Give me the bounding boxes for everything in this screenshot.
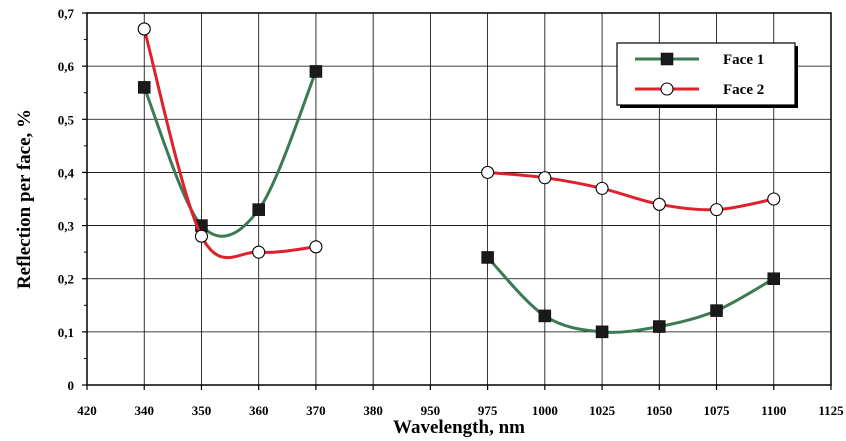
legend: Face 1 Face 2 — [616, 42, 798, 108]
marker-face-2 — [767, 192, 781, 206]
marker-face-2 — [252, 245, 266, 259]
legend-item-face-2: Face 2 — [635, 82, 764, 98]
x-tick-label: 975 — [478, 403, 498, 418]
y-axis-title: Reflection per face, % — [14, 109, 35, 289]
x-tick-label: 1125 — [818, 403, 844, 418]
x-tick-label: 340 — [134, 403, 154, 418]
series-line-face-1 — [486, 256, 775, 334]
marker-face-1 — [653, 320, 666, 333]
x-tick-label: 950 — [421, 403, 441, 418]
y-tick-label: 0 — [68, 378, 75, 393]
y-tick-label: 0,1 — [58, 325, 74, 340]
marker-face-2 — [709, 203, 724, 217]
y-axis-ticks: 0 0,1 0,2 0,3 0,4 0,5 0,6 0,7 — [58, 6, 87, 393]
x-tick-label: 380 — [363, 403, 383, 418]
y-tick-label: 0,2 — [58, 272, 74, 287]
x-tick-label: 420 — [77, 403, 97, 418]
marker-face-1 — [137, 81, 151, 94]
x-tick-label: 1075 — [704, 403, 731, 418]
series-face-2 — [137, 22, 781, 259]
x-tick-label: 1000 — [532, 403, 558, 418]
x-tick-label: 360 — [249, 403, 269, 418]
marker-face-1 — [252, 203, 265, 216]
x-tick-label: 1100 — [761, 403, 786, 418]
legend-box — [616, 42, 796, 106]
x-tick-label: 350 — [192, 403, 212, 418]
y-tick-label: 0,5 — [58, 112, 75, 127]
y-tick-label: 0,4 — [58, 165, 75, 180]
marker-face-2 — [660, 82, 674, 96]
series-line-face-2 — [487, 170, 775, 212]
marker-face-1 — [538, 309, 552, 323]
series-line-face-2 — [142, 28, 317, 259]
x-tick-label: 370 — [306, 403, 326, 418]
marker-face-1 — [481, 251, 494, 264]
y-tick-label: 0,6 — [58, 59, 75, 74]
legend-label-face-2: Face 2 — [723, 82, 764, 98]
marker-face-2 — [137, 22, 151, 36]
marker-face-2 — [481, 165, 495, 179]
series-face-1 — [137, 65, 781, 339]
marker-face-2 — [309, 240, 323, 254]
marker-face-1 — [767, 272, 781, 285]
marker-face-1 — [660, 52, 674, 66]
legend-item-face-1: Face 1 — [635, 52, 764, 68]
marker-face-2 — [595, 181, 609, 195]
marker-face-2 — [538, 171, 552, 185]
marker-face-2 — [194, 229, 209, 243]
x-tick-label: 1050 — [646, 403, 672, 418]
y-tick-label: 0,3 — [58, 219, 75, 234]
marker-face-1 — [309, 65, 323, 78]
x-tick-label: 1025 — [589, 403, 616, 418]
series-line-face-1 — [142, 70, 318, 238]
legend-label-face-1: Face 1 — [723, 52, 764, 68]
marker-face-1 — [710, 304, 723, 317]
y-tick-label: 0,7 — [58, 6, 75, 21]
series-layer — [137, 22, 781, 339]
marker-face-1 — [595, 325, 609, 339]
marker-face-2 — [652, 197, 666, 211]
x-axis-title: Wavelength, nm — [393, 417, 525, 438]
x-axis-ticks: 420 340 350 360 370 380 950 975 1000 1025 1050 1075… — [77, 385, 844, 418]
